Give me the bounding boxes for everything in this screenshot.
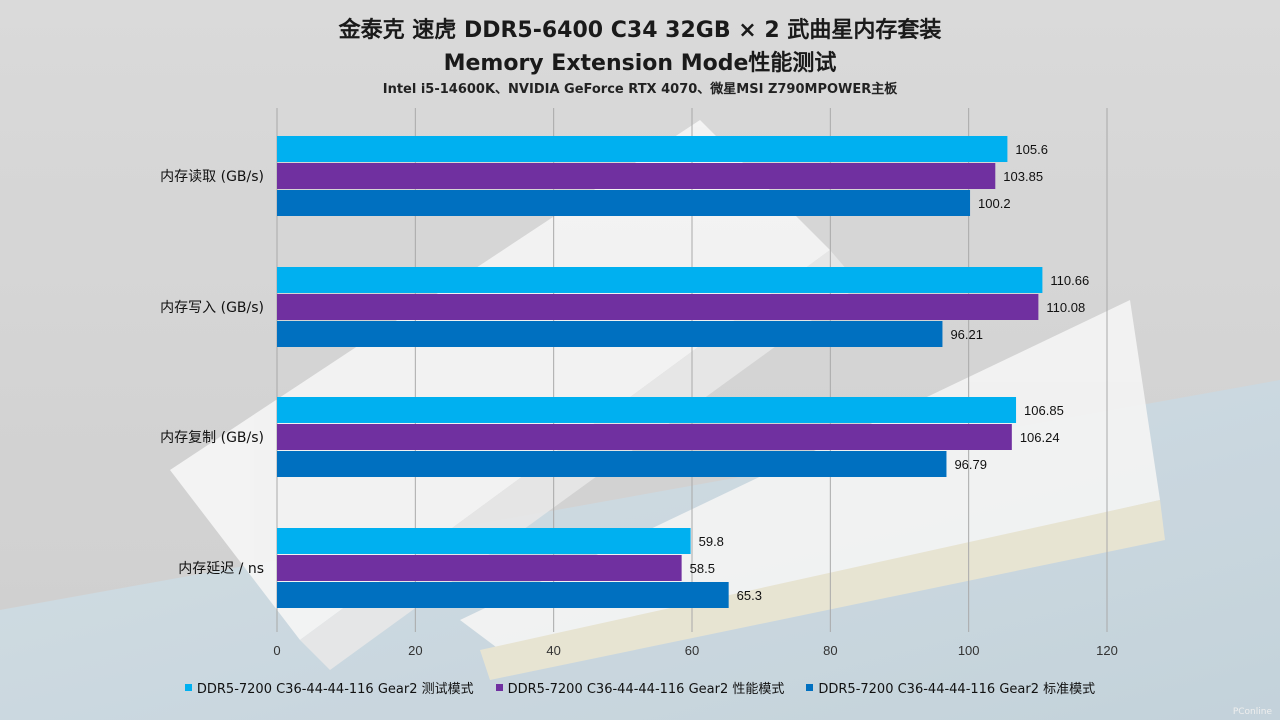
data-label: 110.08 <box>1046 300 1085 315</box>
bar <box>277 294 1039 320</box>
legend-swatch <box>495 684 503 691</box>
bar <box>277 528 691 554</box>
x-tick-label: 100 <box>958 643 980 658</box>
bar <box>277 136 1008 162</box>
x-tick-label: 20 <box>408 643 422 658</box>
legend-label: DDR5-7200 C36-44-44-116 Gear2 性能模式 <box>507 682 785 697</box>
chart-legend: DDR5-7200 C36-44-44-116 Gear2 测试模式 DDR5-7… <box>0 678 1280 697</box>
bar <box>277 451 947 477</box>
data-label: 110.66 <box>1050 273 1089 288</box>
bar <box>277 190 971 216</box>
x-tick-label: 0 <box>273 643 280 658</box>
x-tick-label: 120 <box>1096 643 1118 658</box>
bar <box>277 163 996 189</box>
x-tick-label: 80 <box>823 643 837 658</box>
legend-item: DDR5-7200 C36-44-44-116 Gear2 标准模式 <box>806 678 1095 697</box>
data-label: 103.85 <box>1003 169 1043 184</box>
bar <box>277 555 682 581</box>
watermark: PConline <box>1232 707 1272 717</box>
chart-subtitle: Intel i5-14600K、NVIDIA GeForce RTX 4070、… <box>382 82 898 97</box>
legend-swatch <box>184 684 192 691</box>
category-label: 内存延迟 / ns <box>178 561 264 577</box>
bar <box>277 321 943 347</box>
category-label: 内存复制 (GB/s) <box>160 429 264 446</box>
data-label: 96.79 <box>954 457 987 472</box>
legend-swatch <box>806 684 814 691</box>
data-label: 100.2 <box>978 196 1011 211</box>
data-label: 65.3 <box>737 588 762 603</box>
data-label: 105.6 <box>1015 142 1048 157</box>
legend-item: DDR5-7200 C36-44-44-116 Gear2 性能模式 <box>495 678 785 697</box>
category-label: 内存写入 (GB/s) <box>160 300 264 316</box>
bar <box>277 267 1043 293</box>
x-tick-label: 60 <box>685 643 699 658</box>
bar <box>277 397 1017 423</box>
legend-label: DDR5-7200 C36-44-44-116 Gear2 测试模式 <box>196 682 474 697</box>
legend-label: DDR5-7200 C36-44-44-116 Gear2 标准模式 <box>818 682 1096 697</box>
chart-title: 金泰克 速虎 DDR5-6400 C34 32GB × 2 武曲星内存套装 <box>338 18 942 43</box>
data-label: 59.8 <box>699 534 724 549</box>
bar <box>277 424 1012 450</box>
bar <box>277 582 729 608</box>
chart-title-line2: Memory Extension Mode性能测试 <box>443 51 837 76</box>
x-tick-label: 40 <box>546 643 560 658</box>
data-label: 106.85 <box>1024 403 1064 418</box>
category-label: 内存读取 (GB/s) <box>160 168 264 185</box>
data-label: 96.21 <box>950 327 983 342</box>
data-label: 58.5 <box>690 561 715 576</box>
data-label: 106.24 <box>1020 430 1060 445</box>
legend-item: DDR5-7200 C36-44-44-116 Gear2 测试模式 <box>184 678 474 697</box>
